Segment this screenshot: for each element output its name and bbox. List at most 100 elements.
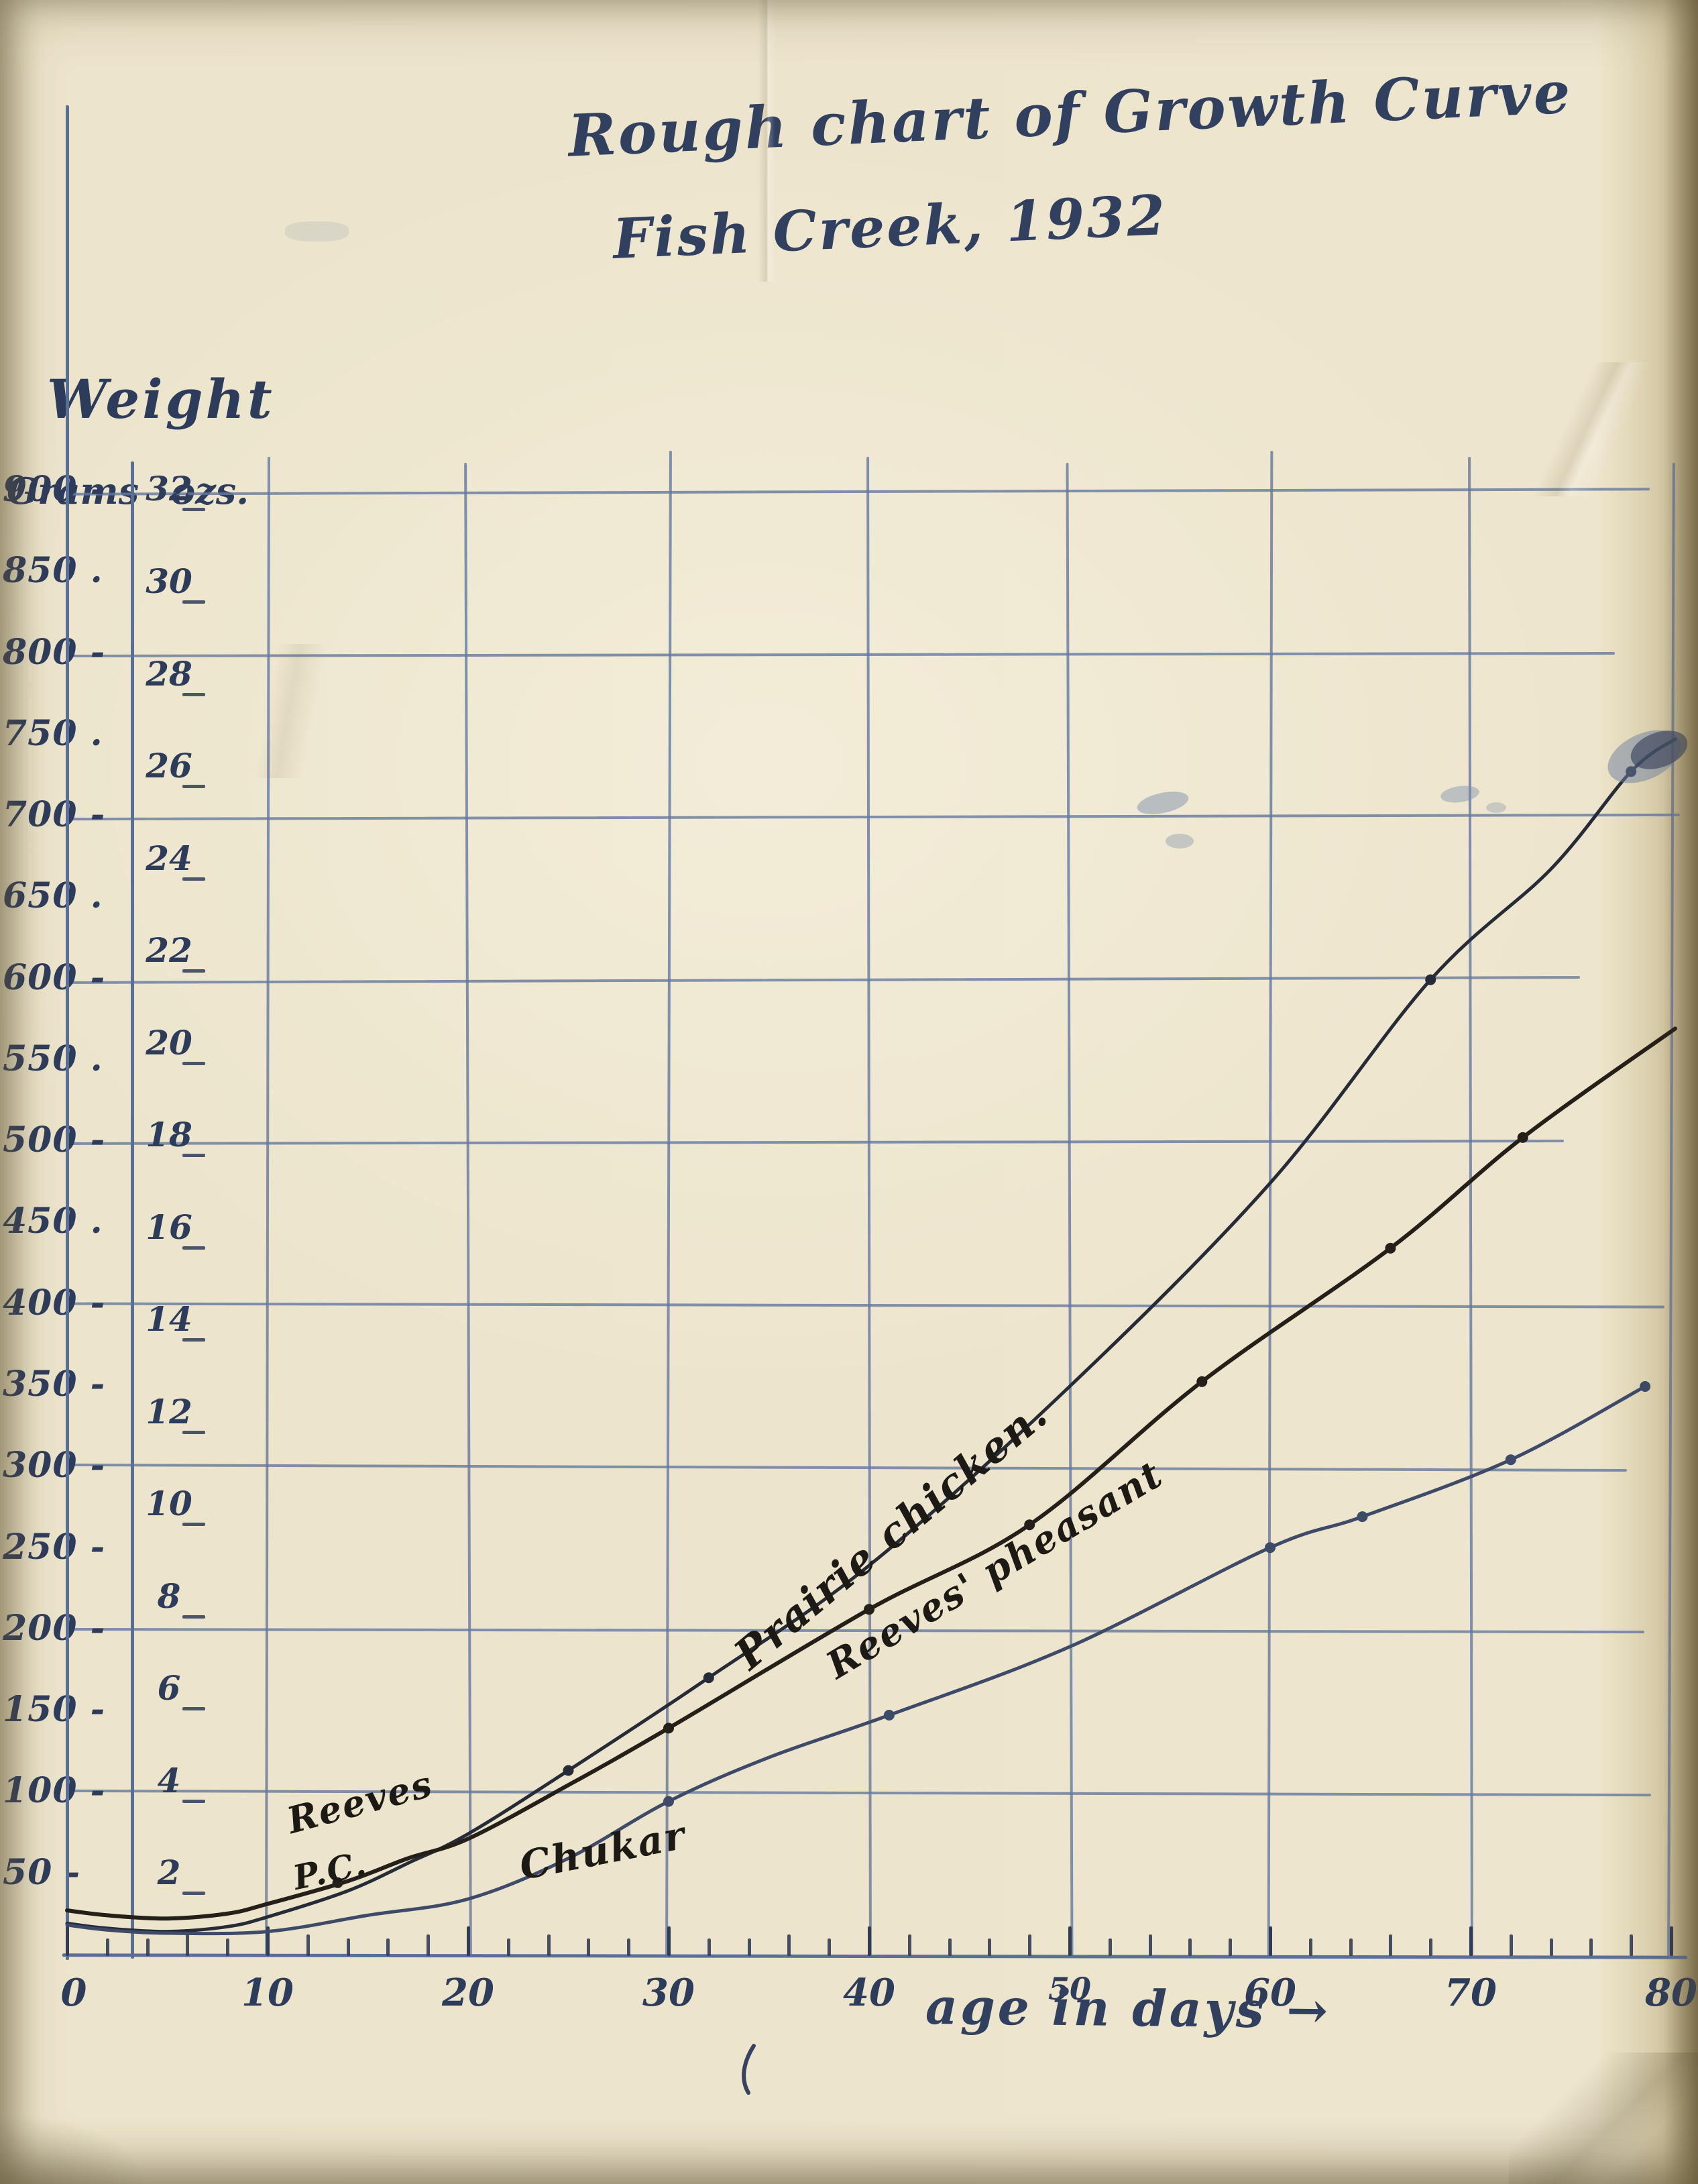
y-axis-units: Grams ozs.: [7, 470, 249, 512]
chart-title: Rough chart of Growth Curve: [567, 58, 1574, 170]
oz-tick-label-16: 16: [146, 1207, 192, 1247]
gram-tick-label-400: 400 -: [3, 1282, 106, 1323]
x-minor-tick-18: [427, 1934, 431, 1956]
ink-smudge: [1439, 783, 1481, 805]
x-minor-tick-16: [386, 1939, 390, 1956]
data-point-prairie-chicken: [563, 1765, 574, 1776]
arrow-right-icon: →: [1286, 1981, 1331, 2040]
chart-title-block: Rough chart of Growth Curve Fish Creek, …: [567, 58, 1578, 273]
x-minor-tick-4: [146, 1939, 150, 1956]
gridline-h-600: [66, 975, 1580, 984]
x-minor-tick-28: [627, 1939, 631, 1956]
x-minor-tick-26: [587, 1939, 591, 1956]
x-tick-label-70: 70: [1445, 1971, 1497, 2015]
x-minor-tick-44: [948, 1939, 952, 1956]
x-minor-tick-12: [306, 1934, 310, 1956]
x-major-tick-40: [868, 1926, 871, 1956]
oz-tick-label-14: 14: [146, 1299, 192, 1340]
x-tick-label-10: 10: [241, 1971, 294, 2015]
gridline-v-day-50: [1066, 462, 1074, 1957]
oz-tick-label-2: 2: [157, 1853, 181, 1893]
oz-tick-dash-10: [182, 1523, 205, 1527]
oz-tick-dash-6: [182, 1707, 205, 1711]
x-major-tick-30: [667, 1926, 671, 1956]
x-minor-tick-6: [186, 1934, 190, 1956]
oz-tick-label-30: 30: [146, 561, 192, 602]
data-point-reeves-pheasant: [1196, 1376, 1208, 1387]
x-axis-caption: age in days →: [925, 1977, 1331, 2040]
ink-smudge: [1135, 787, 1191, 818]
pencil-smudge: [285, 221, 349, 241]
x-minor-tick-48: [1028, 1934, 1032, 1956]
gridline-v-day-20: [464, 462, 472, 1957]
x-major-tick-80: [1670, 1926, 1673, 1956]
x-minor-tick-8: [226, 1939, 230, 1956]
gram-tick-label-250: 250 -: [3, 1526, 106, 1568]
x-tick-label-50: 50: [1048, 1971, 1091, 2007]
oz-tick-label-6: 6: [157, 1668, 181, 1708]
data-point-prairie-chicken: [703, 1672, 714, 1684]
gram-tick-label-500: 500 -: [3, 1120, 106, 1161]
x-minor-tick-66: [1389, 1934, 1393, 1956]
gram-tick-label-450: 450 .: [3, 1201, 103, 1242]
x-minor-tick-58: [1229, 1939, 1233, 1956]
x-minor-tick-42: [907, 1934, 911, 1956]
x-minor-tick-72: [1509, 1934, 1513, 1956]
oz-tick-dash-22: [182, 969, 205, 973]
paper-corner-shadow: [0, 2113, 148, 2184]
x-tick-label-60: 60: [1244, 1971, 1296, 2015]
x-minor-tick-22: [506, 1939, 510, 1956]
gridline-v-day-80: [1667, 462, 1675, 1957]
data-point-chukar: [663, 1796, 674, 1807]
x-major-tick-60: [1269, 1926, 1272, 1956]
x-minor-tick-38: [828, 1939, 832, 1956]
gram-tick-label-150: 150 -: [3, 1689, 106, 1731]
x-minor-tick-34: [747, 1939, 751, 1956]
label-chukar: Chukar: [516, 1812, 690, 1889]
gram-tick-label-200: 200 -: [3, 1607, 106, 1649]
oz-tick-dash-26: [182, 785, 205, 789]
data-point-chukar: [1357, 1511, 1368, 1523]
ink-blob: [1607, 730, 1681, 783]
x-minor-tick-32: [707, 1939, 711, 1956]
gridline-h-700: [66, 813, 1681, 821]
oz-tick-label-10: 10: [146, 1484, 192, 1524]
gram-tick-label-550: 550 .: [3, 1038, 103, 1079]
x-minor-tick-78: [1630, 1934, 1634, 1956]
chart-subtitle: Fish Creek, 1932: [612, 182, 1169, 272]
ink-smudge: [1166, 834, 1194, 849]
oz-tick-dash-2: [182, 1892, 205, 1896]
gridline-v-day-10: [265, 456, 270, 1957]
x-minor-tick-36: [787, 1934, 791, 1956]
data-point-chukar: [1505, 1454, 1516, 1466]
label-reeves-short: Reeves: [282, 1761, 438, 1842]
x-minor-tick-2: [105, 1939, 109, 1956]
gridline-h-500: [66, 1140, 1565, 1146]
x-tick-label-0: 0: [60, 1971, 87, 2015]
oz-tick-dash-4: [182, 1799, 205, 1803]
y-axis-header: Weight: [47, 368, 275, 431]
x-minor-tick-24: [547, 1934, 551, 1956]
gram-tick-label-350: 350 -: [3, 1364, 106, 1405]
gram-tick-label-600: 600 -: [3, 957, 106, 998]
oz-tick-dash-28: [182, 692, 205, 696]
gram-tick-label-800: 800 -: [3, 631, 106, 673]
gridline-v-day-70: [1468, 456, 1473, 1957]
oz-tick-label-4: 4: [157, 1760, 181, 1800]
x-tick-label-80: 80: [1645, 1971, 1697, 2015]
paper-crease: [188, 644, 389, 778]
gram-tick-label-750: 750 .: [3, 712, 103, 754]
oz-tick-dash-18: [182, 1154, 205, 1158]
x-minor-tick-74: [1549, 1939, 1553, 1956]
gram-tick-label-100: 100 -: [3, 1770, 106, 1812]
x-minor-tick-62: [1308, 1939, 1312, 1956]
oz-tick-label-12: 12: [146, 1391, 192, 1431]
paper-crease: [1509, 2053, 1698, 2184]
oz-tick-dash-14: [182, 1338, 205, 1342]
x-minor-tick-46: [988, 1939, 992, 1956]
gridline-h-800: [66, 651, 1616, 657]
oz-tick-label-22: 22: [146, 930, 192, 971]
stray-pen-mark: [742, 2044, 756, 2095]
data-point-chukar: [883, 1710, 895, 1721]
